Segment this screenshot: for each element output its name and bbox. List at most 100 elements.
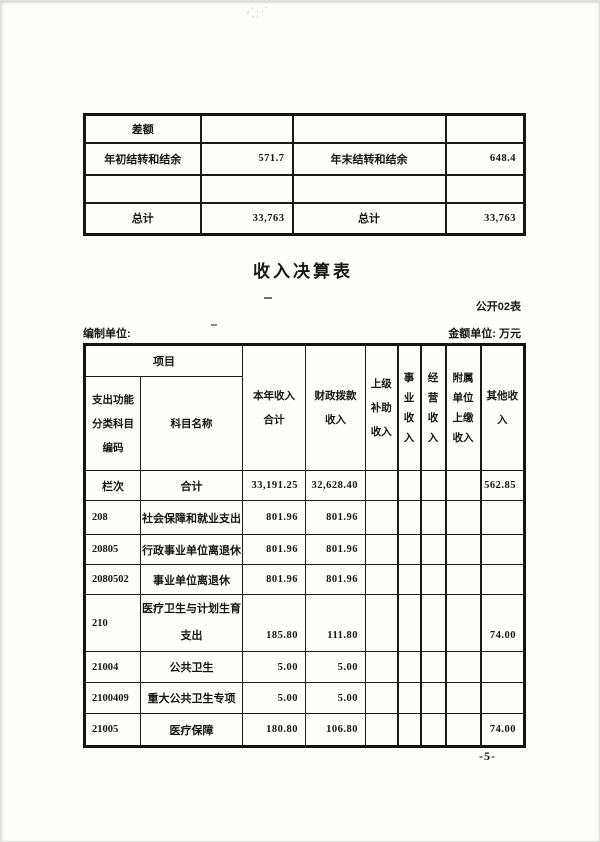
summary-value-cell xyxy=(444,173,526,204)
business-cell xyxy=(396,470,421,501)
summary-label-cell: 年末结转和结余 xyxy=(291,141,447,176)
other-income-cell xyxy=(480,534,525,565)
summary-value-cell: 33,763 xyxy=(199,201,294,236)
subsidy-cell xyxy=(365,470,398,501)
year-total-cell: 180.80 xyxy=(242,713,306,747)
summary-value-cell xyxy=(199,173,294,204)
fiscal-cell: 801.96 xyxy=(305,564,366,595)
fiscal-cell: 32,628.40 xyxy=(305,470,366,501)
summary-value-cell: 648.4 xyxy=(444,141,526,176)
summary-value-cell xyxy=(199,113,294,144)
other-income-cell xyxy=(480,651,525,683)
operating-cell xyxy=(419,594,447,652)
row-code-cell: 2080502 xyxy=(84,564,141,595)
row-name-cell: 重大公共卫生专项 xyxy=(140,682,243,714)
scan-dash-artifact xyxy=(211,324,217,326)
operating-cell xyxy=(419,470,447,501)
row-name-cell: 行政事业单位离退休 xyxy=(140,534,243,565)
fiscal-cell: 5.00 xyxy=(305,651,366,683)
table-row: 20805 行政事业单位离退休 801.96 801.96 xyxy=(84,534,525,565)
row-code-cell: 20805 xyxy=(84,534,141,565)
other-income-cell: 74.00 xyxy=(480,713,525,747)
subsidy-cell xyxy=(365,713,398,747)
subsidy-cell xyxy=(365,564,398,595)
other-income-cell xyxy=(480,564,525,595)
header-item: 项目 xyxy=(84,344,243,377)
business-cell xyxy=(396,682,421,714)
year-total-cell: 801.96 xyxy=(242,564,306,595)
row-name-cell: 社会保障和就业支出 xyxy=(140,500,243,535)
header-subject-name: 科目名称 xyxy=(140,376,243,471)
row-code-cell: 栏次 xyxy=(84,470,141,501)
amount-unit-label: 金额单位: 万元 xyxy=(448,328,521,340)
year-total-cell: 801.96 xyxy=(242,500,306,535)
header-business-income: 事 业 收 入 xyxy=(396,344,421,471)
table-row: 2080502 事业单位离退休 801.96 801.96 xyxy=(84,564,525,595)
row-name-cell: 公共卫生 xyxy=(140,651,243,683)
row-name-cell: 医疗卫生与计划生育 支出 xyxy=(140,594,243,652)
header-superior-subsidy: 上级 补助 收入 xyxy=(365,344,398,471)
header-row: 支出功能 分类科目 编码 科目名称 xyxy=(84,376,525,471)
fiscal-cell: 5.00 xyxy=(305,682,366,714)
row-code-cell: 210 xyxy=(84,594,141,652)
summary-label-cell: 年初结转和结余 xyxy=(83,141,202,176)
year-total-cell: 33,191.25 xyxy=(242,470,306,501)
affiliated-cell xyxy=(445,564,482,595)
operating-cell xyxy=(419,651,447,683)
operating-cell xyxy=(419,534,447,565)
table-row xyxy=(83,173,526,204)
business-cell xyxy=(396,534,421,565)
year-total-cell: 5.00 xyxy=(242,682,306,714)
other-income-cell: 562.85 xyxy=(480,470,525,501)
summary-value-cell: 33,763 xyxy=(444,201,526,236)
header-fiscal-appropriation: 财政拨款 收入 xyxy=(305,344,366,471)
business-cell xyxy=(396,500,421,535)
affiliated-cell xyxy=(445,713,482,747)
row-name-cell: 合计 xyxy=(140,470,243,501)
subsidy-cell xyxy=(365,500,398,535)
row-name-cell: 医疗保障 xyxy=(140,713,243,747)
year-total-cell: 801.96 xyxy=(242,534,306,565)
table-code-label: 公开02表 xyxy=(475,301,521,313)
affiliated-cell xyxy=(445,500,482,535)
header-row: 项目 本年收入 合计 财政拨款 收入 上级 补助 收入 事 业 收 入 经 营 … xyxy=(84,344,525,471)
scan-dash-artifact xyxy=(264,297,272,299)
fiscal-cell: 801.96 xyxy=(305,534,366,565)
business-cell xyxy=(396,713,421,747)
header-operating-income: 经 营 收 入 xyxy=(419,344,447,471)
summary-value-cell xyxy=(444,113,526,144)
other-income-cell: 74.00 xyxy=(480,594,525,652)
row-code-cell: 21005 xyxy=(84,713,141,747)
other-income-cell xyxy=(480,682,525,714)
affiliated-cell xyxy=(445,651,482,683)
table-row: 栏次 合计 33,191.25 32,628.40 562.85 xyxy=(84,470,525,501)
affiliated-cell xyxy=(445,682,482,714)
operating-cell xyxy=(419,682,447,714)
year-total-cell: 5.00 xyxy=(242,651,306,683)
table-row: 总计 33,763 总计 33,763 xyxy=(83,201,526,236)
summary-label-cell xyxy=(291,113,447,144)
subsidy-cell xyxy=(365,682,398,714)
table-row: 210 医疗卫生与计划生育 支出 185.80 111.80 74.00 xyxy=(84,594,525,652)
affiliated-cell xyxy=(445,594,482,652)
fiscal-cell: 106.80 xyxy=(305,713,366,747)
table-row: 差额 xyxy=(83,113,526,144)
summary-label-cell: 差额 xyxy=(83,113,202,144)
summary-value-cell: 571.7 xyxy=(199,141,294,176)
year-total-cell: 185.80 xyxy=(242,594,306,652)
operating-cell xyxy=(419,564,447,595)
scan-noise-artifact: ·˙··˙ ˙·· xyxy=(246,5,271,21)
table-row: 年初结转和结余 571.7 年末结转和结余 648.4 xyxy=(83,141,526,176)
affiliated-cell xyxy=(445,470,482,501)
subsidy-cell xyxy=(365,594,398,652)
header-year-total: 本年收入 合计 xyxy=(242,344,306,471)
summary-label-cell xyxy=(291,173,447,204)
business-cell xyxy=(396,594,421,652)
operating-cell xyxy=(419,500,447,535)
table-row: 208 社会保障和就业支出 801.96 801.96 xyxy=(84,500,525,535)
subsidy-cell xyxy=(365,651,398,683)
fiscal-cell: 801.96 xyxy=(305,500,366,535)
other-income-cell xyxy=(480,500,525,535)
summary-label-cell xyxy=(83,173,202,204)
